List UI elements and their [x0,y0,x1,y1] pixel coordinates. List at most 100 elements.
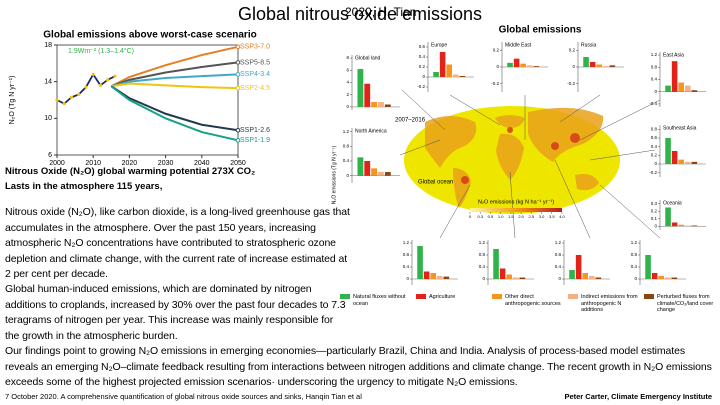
bar [520,63,526,67]
bar [417,246,423,279]
bar [371,168,378,176]
legend-item: Other direct anthropogenic sources [492,294,564,314]
bar [665,138,671,164]
panel-tick-label: 0 [634,276,637,281]
bar [378,102,384,107]
panel-tick-label: -0.4 [649,101,657,106]
panel-name: Oceania [663,200,682,206]
series-line [110,85,239,142]
series-label: SSP3-7.0 [240,44,270,51]
mini-chart: -0.2 0 0.2 Middle East [491,42,548,92]
bar [378,172,384,176]
mini-chart: 0 0.4 0.8 1.2 [555,240,610,285]
mini-chart: -0.2 0 0.2 Russia [567,42,624,92]
y-tick-label: 6 [48,152,52,159]
panel-tick-label: 0.2 [493,48,500,53]
mini-chart: 0 0.4 0.8 1.2 [631,240,686,285]
series-line [110,61,239,88]
panel-tick-label: 4 [346,80,349,85]
bar [507,62,513,67]
map-period: 2007–2016 [395,118,426,124]
x-tick-label: 2020 [122,160,138,167]
panel-tick-label: 0 [482,276,485,281]
panel-tick-label: 1.2 [403,240,410,245]
ocean-label: Global ocean [418,180,453,186]
bar [371,102,378,107]
end-marker [235,44,241,50]
panel-tick-label: 6 [346,67,349,72]
panel-tick-label: 0.8 [651,127,658,132]
legend-label: Agriculture [429,294,456,300]
end-marker [235,72,241,77]
series-line [110,45,239,88]
series-label: SSP1-2.6 [240,127,270,134]
y-axis-label: N₂O (Tg N yr⁻¹) [9,76,16,125]
panel-tick-label: 0 [406,276,409,281]
bar [583,57,589,67]
panel-tick-label: 0.8 [403,252,410,257]
bar [645,255,651,279]
observed-line [56,72,116,105]
panel-tick-label: 0.3 [651,201,658,206]
observed-point [55,98,59,102]
bar [533,66,540,67]
panel-tick-label: 0.4 [631,264,638,269]
panel-tick-label: 0 [572,64,575,69]
panel-tick-label: 0.4 [651,77,658,82]
bar [436,276,443,279]
panel-tick-label: 0 [496,64,499,69]
series-label: SSP4-3.4 [240,71,270,78]
annotation: 1.9Wm⁻² (1.3–1.4°C) [68,47,134,55]
x-tick-label: 2000 [49,160,65,167]
panel-tick-label: 8 [346,55,349,60]
panel-tick-label: 1.2 [343,129,350,134]
bar [609,65,616,67]
bar [519,277,526,279]
y-tick-label: 10 [44,115,52,122]
bar [446,64,452,77]
observed-point [84,85,88,89]
panel-tick-label: 0.4 [419,54,426,59]
panel-tick-label: 0.8 [479,252,486,257]
bar [658,276,664,279]
panel-tick-label: 0 [654,89,657,94]
bar [357,69,364,107]
bar [595,277,602,279]
bar [384,104,391,107]
bar [433,72,439,77]
bar [596,64,602,67]
bar [439,52,446,77]
bar [684,161,691,164]
series-line [110,85,239,132]
panel-name: Russia [581,42,597,48]
mini-chart: 0 0.4 0.8 1.2 North America [343,128,400,183]
scale-tick-label: 2.5 [529,214,535,219]
panel-tick-label: 0.8 [651,64,658,69]
scale-tick-label: 3.5 [549,214,555,219]
panel-tick-label: -0.2 [491,81,499,86]
panel-name: North America [355,128,387,134]
author: 2020, H. Tian [345,5,416,19]
mini-chart: -0.2 0 0.2 0.4 0.6 Europe [417,42,474,92]
mini-chart: 0 0.4 0.8 1.2 [403,240,458,285]
plot-frame [56,44,239,156]
panel-tick-label: 0 [422,74,425,79]
bar [678,224,684,227]
panel-tick-label: 0.4 [403,264,410,269]
bar [665,207,671,227]
legend-label: Perturbed fluxes from climate/CO₂/land c… [657,294,714,313]
mini-chart: -0.2 0 0.2 0.4 0.6 0.8 Southeast Asia [649,125,706,177]
chart-title: Global emissions above worst-case scenar… [43,30,256,41]
legend: Natural fluxes without ocean Agriculture O… [340,294,718,314]
panel-tick-label: 0.2 [569,48,576,53]
bar [493,249,499,279]
bar [499,268,506,279]
color-bar [470,208,562,212]
bar [602,66,609,67]
scale-tick-label: 1.0 [498,214,504,219]
scale-tick-label: 4.0 [559,214,565,219]
panel-tick-label: -0.2 [649,170,657,175]
bar [512,277,519,279]
legend-item: Indirect emissions from anthropogenic N … [568,294,640,314]
